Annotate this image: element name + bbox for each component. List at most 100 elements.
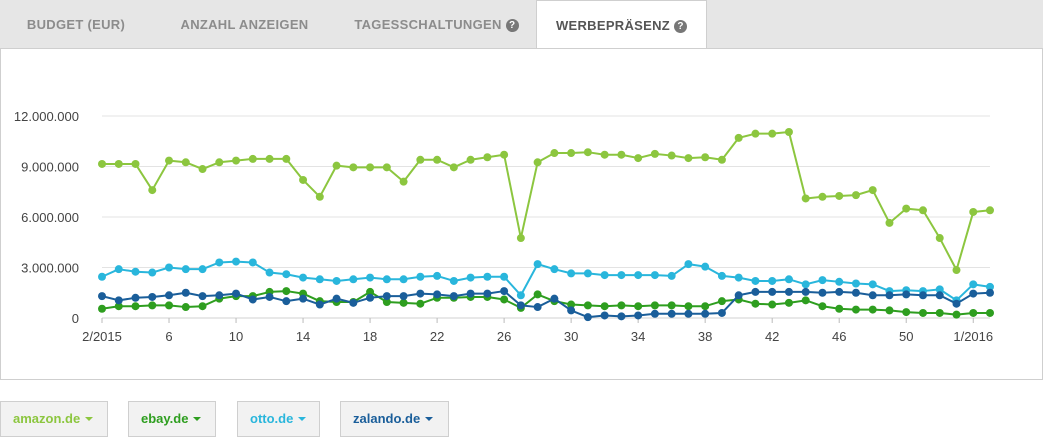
legend-amazon-dropdown[interactable]: amazon.de xyxy=(0,401,108,437)
data-point-otto-de xyxy=(935,285,944,294)
series-line-amazon-de xyxy=(102,130,991,272)
data-point-amazon-de xyxy=(416,155,425,164)
legend-otto-label: otto.de xyxy=(250,411,294,426)
data-point-amazon-de xyxy=(516,234,525,243)
x-tick-label: 34 xyxy=(631,329,645,344)
data-point-zalando-de xyxy=(299,294,308,303)
data-point-ebay-de xyxy=(98,304,106,313)
data-point-otto-de xyxy=(835,277,844,286)
data-point-otto-de xyxy=(500,272,509,281)
data-point-otto-de xyxy=(332,276,341,285)
data-point-zalando-de xyxy=(567,306,576,315)
data-point-amazon-de xyxy=(868,186,877,195)
data-point-zalando-de xyxy=(114,296,123,305)
data-point-zalando-de xyxy=(433,290,442,299)
data-point-otto-de xyxy=(969,280,978,289)
legend-amazon-label: amazon.de xyxy=(13,411,81,426)
x-tick-label: 22 xyxy=(430,329,444,344)
data-point-zalando-de xyxy=(634,311,643,320)
data-point-otto-de xyxy=(148,268,157,277)
legend-zalando-label: zalando.de xyxy=(353,411,421,426)
tab-tagesschaltungen[interactable]: TAGESSCHALTUNGEN? xyxy=(337,0,536,48)
data-point-otto-de xyxy=(734,273,743,282)
question-icon[interactable]: ? xyxy=(674,20,688,33)
data-point-amazon-de xyxy=(232,156,241,165)
data-point-amazon-de xyxy=(165,156,174,165)
data-point-zalando-de xyxy=(986,288,994,297)
data-point-ebay-de xyxy=(600,302,609,311)
data-point-ebay-de xyxy=(282,287,291,296)
x-tick-label: 30 xyxy=(564,329,578,344)
x-tick-label: 10 xyxy=(229,329,243,344)
data-point-otto-de xyxy=(784,275,793,284)
data-point-otto-de xyxy=(315,275,324,284)
data-point-amazon-de xyxy=(784,127,793,136)
tab-werbepraesenz-label: WERBEPRÄSENZ xyxy=(555,18,671,33)
data-point-amazon-de xyxy=(500,150,509,159)
x-tick-label: 46 xyxy=(832,329,846,344)
data-point-ebay-de xyxy=(650,301,659,310)
data-point-zalando-de xyxy=(717,308,726,317)
data-point-otto-de xyxy=(483,272,492,281)
data-point-otto-de xyxy=(114,265,123,274)
data-point-ebay-de xyxy=(818,302,827,311)
tab-werbepraesenz[interactable]: WERBEPRÄSENZ? xyxy=(536,0,707,48)
data-point-otto-de xyxy=(215,258,224,267)
data-point-amazon-de xyxy=(986,206,994,215)
data-point-otto-de xyxy=(717,271,726,280)
tab-anzahl-anzeigen[interactable]: ANZAHL ANZEIGEN xyxy=(152,0,337,48)
data-point-amazon-de xyxy=(366,163,375,172)
data-point-ebay-de xyxy=(918,308,927,317)
data-point-otto-de xyxy=(617,271,626,280)
data-point-amazon-de xyxy=(349,163,358,172)
data-point-zalando-de xyxy=(583,313,592,322)
legend-ebay-dropdown[interactable]: ebay.de xyxy=(128,401,216,437)
data-point-otto-de xyxy=(583,269,592,278)
data-point-amazon-de xyxy=(684,154,693,163)
data-point-zalando-de xyxy=(768,287,777,296)
data-point-otto-de xyxy=(165,263,174,272)
data-point-otto-de xyxy=(349,275,358,284)
data-point-ebay-de xyxy=(634,302,643,311)
x-tick-label: 1/2016 xyxy=(953,329,993,344)
data-point-otto-de xyxy=(98,272,106,281)
data-point-ebay-de xyxy=(114,302,123,311)
data-point-amazon-de xyxy=(634,154,643,163)
data-point-ebay-de xyxy=(567,300,576,309)
data-point-amazon-de xyxy=(215,158,224,167)
chevron-down-icon xyxy=(193,417,202,421)
legend-zalando-dropdown[interactable]: zalando.de xyxy=(340,401,449,437)
data-point-zalando-de xyxy=(600,311,609,320)
x-tick-label: 50 xyxy=(899,329,913,344)
data-point-amazon-de xyxy=(483,153,492,162)
data-point-ebay-de xyxy=(751,299,760,308)
data-point-ebay-de xyxy=(801,296,810,305)
data-point-zalando-de xyxy=(449,292,458,301)
data-point-amazon-de xyxy=(148,186,157,195)
data-point-zalando-de xyxy=(366,293,375,302)
legend-otto-dropdown[interactable]: otto.de xyxy=(237,401,320,437)
data-point-amazon-de xyxy=(952,266,961,275)
y-tick-label: 3.000.000 xyxy=(21,261,79,276)
question-icon[interactable]: ? xyxy=(505,19,519,32)
data-point-otto-de xyxy=(701,262,710,271)
tab-budget[interactable]: BUDGET (EUR) xyxy=(0,0,152,48)
data-point-ebay-de xyxy=(935,308,944,317)
data-point-zalando-de xyxy=(399,292,408,301)
data-point-ebay-de xyxy=(131,302,140,311)
x-tick-label: 18 xyxy=(363,329,377,344)
data-point-amazon-de xyxy=(299,175,308,184)
data-point-otto-de xyxy=(751,276,760,285)
data-point-zalando-de xyxy=(751,287,760,296)
line-chart: 0 3.000.000 6.000.000 9.000.000 12.000.000 2/… xyxy=(14,109,994,344)
data-point-zalando-de xyxy=(734,291,743,300)
data-point-otto-de xyxy=(433,271,442,280)
data-point-amazon-de xyxy=(818,192,827,201)
chevron-down-icon xyxy=(298,417,307,421)
data-point-zalando-de xyxy=(835,287,844,296)
data-point-amazon-de xyxy=(885,218,894,227)
data-point-ebay-de xyxy=(366,287,375,296)
data-point-otto-de xyxy=(516,291,525,300)
data-point-amazon-de xyxy=(801,194,810,203)
data-point-amazon-de xyxy=(567,149,576,158)
